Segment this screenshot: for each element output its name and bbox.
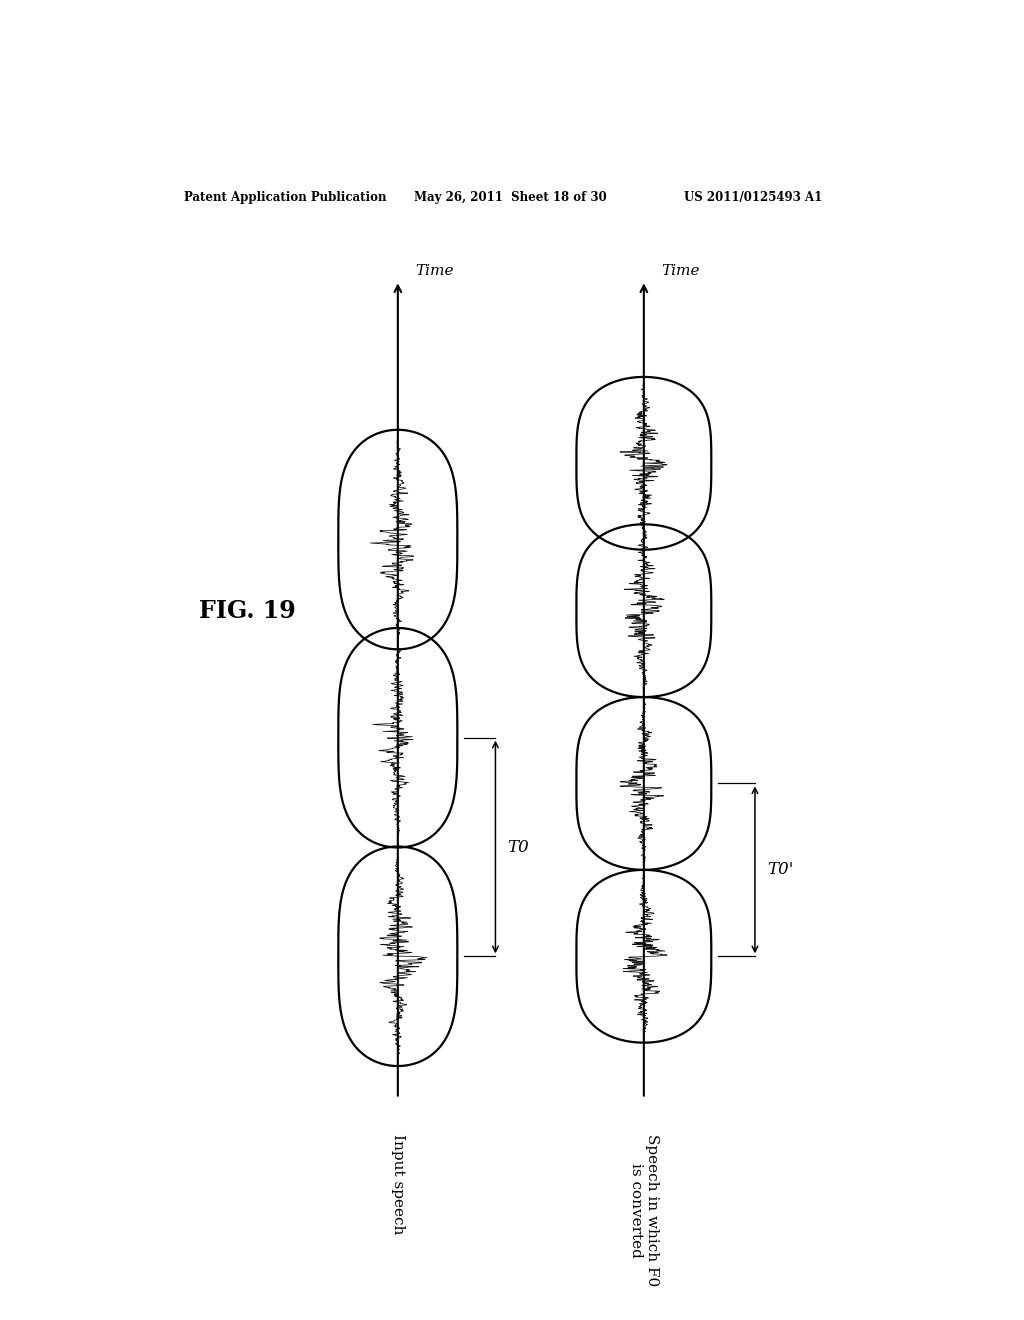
Text: Patent Application Publication: Patent Application Publication xyxy=(183,191,386,203)
Text: Speech in which F0
is converted: Speech in which F0 is converted xyxy=(629,1134,658,1287)
Text: May 26, 2011  Sheet 18 of 30: May 26, 2011 Sheet 18 of 30 xyxy=(414,191,606,203)
Text: Input speech: Input speech xyxy=(391,1134,404,1234)
Text: Time: Time xyxy=(662,264,699,279)
Text: US 2011/0125493 A1: US 2011/0125493 A1 xyxy=(684,191,822,203)
Text: T0': T0' xyxy=(767,862,794,878)
Text: T0: T0 xyxy=(507,838,529,855)
Text: FIG. 19: FIG. 19 xyxy=(200,599,296,623)
Text: Time: Time xyxy=(416,264,454,279)
